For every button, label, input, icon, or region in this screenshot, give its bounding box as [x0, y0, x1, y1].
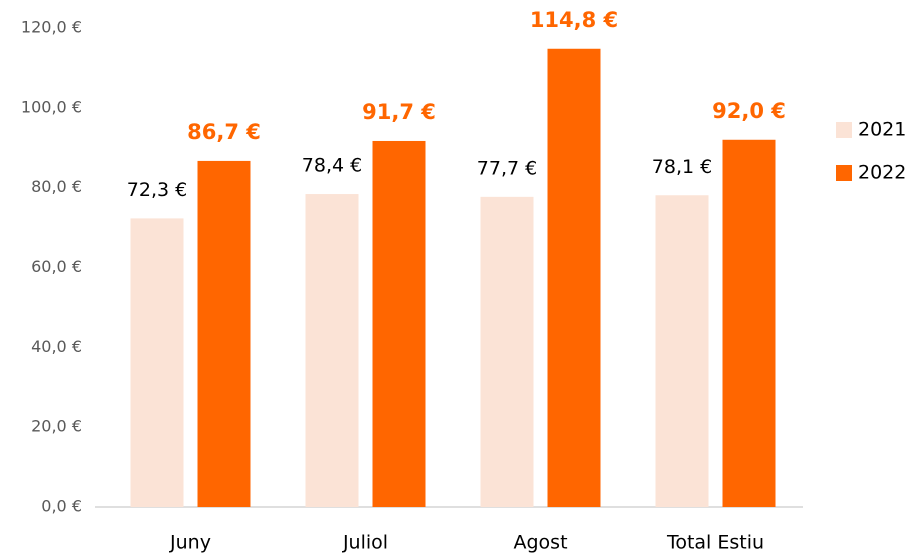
- y-tick-label: 100,0 €: [21, 97, 82, 116]
- bar: [722, 139, 776, 507]
- value-label: 92,0 €: [712, 99, 786, 123]
- bar: [130, 218, 184, 507]
- legend-label: 2022: [858, 162, 906, 184]
- value-label: 78,1 €: [652, 156, 712, 178]
- x-tick-label: Juny: [169, 532, 211, 554]
- x-tick-label: Juliol: [342, 532, 388, 554]
- y-tick-label: 60,0 €: [31, 257, 82, 276]
- bar: [197, 160, 251, 508]
- x-tick-label: Agost: [513, 532, 567, 554]
- value-label: 114,8 €: [530, 8, 618, 32]
- bar: [547, 48, 601, 508]
- y-tick-label: 0,0 €: [41, 497, 82, 516]
- bar: [480, 196, 534, 507]
- legend-swatch: [836, 122, 852, 138]
- y-tick-label: 120,0 €: [21, 18, 82, 37]
- value-label: 86,7 €: [187, 120, 261, 144]
- y-tick-label: 80,0 €: [31, 177, 82, 196]
- bar: [655, 195, 709, 507]
- y-tick-label: 20,0 €: [31, 417, 82, 436]
- bar: [305, 194, 359, 507]
- value-label: 72,3 €: [127, 179, 187, 201]
- y-tick-label: 40,0 €: [31, 337, 82, 356]
- legend-label: 2021: [858, 119, 906, 141]
- bar: [372, 140, 426, 507]
- value-label: 91,7 €: [362, 100, 436, 124]
- value-label: 77,7 €: [477, 157, 537, 179]
- x-tick-label: Total Estiu: [666, 532, 764, 554]
- legend-swatch: [836, 165, 852, 181]
- value-label: 78,4 €: [302, 155, 362, 177]
